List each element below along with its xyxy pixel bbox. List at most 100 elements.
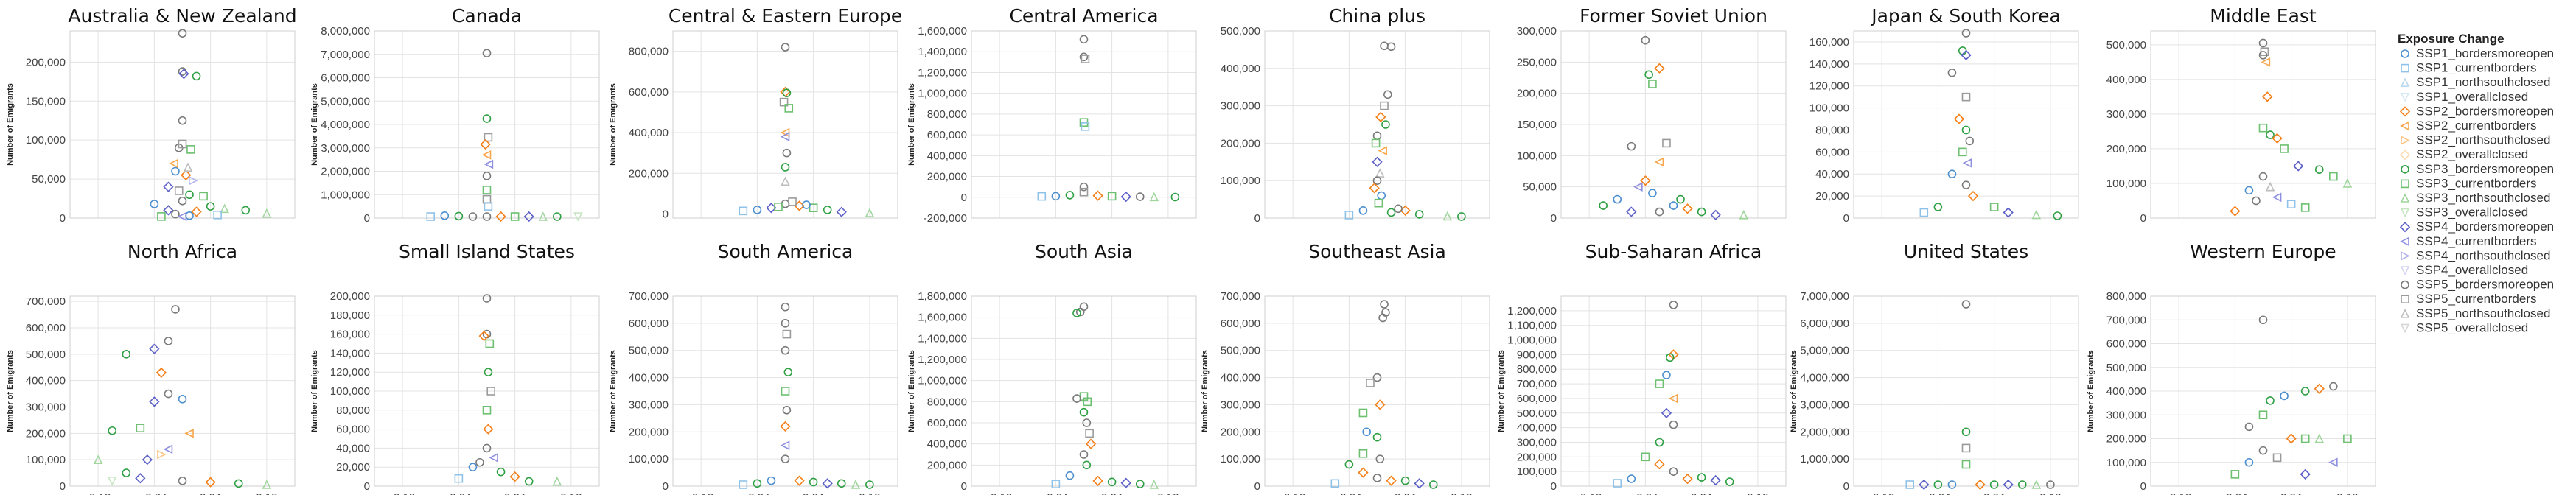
panel-title: South Asia <box>1035 241 1133 262</box>
data-point <box>1414 210 1424 219</box>
y-tick-label: 300,000 <box>629 399 669 411</box>
plot-frame <box>1853 295 2079 487</box>
data-point <box>1961 427 1971 437</box>
data-point <box>1072 309 1081 317</box>
data-point <box>206 202 215 211</box>
legend-item: SSP2_northsouthclosed <box>2401 133 2550 147</box>
y-tick-label: 400,000 <box>1517 422 1557 435</box>
data-point <box>1947 169 1957 179</box>
y-tick-label: 100,000 <box>330 385 370 398</box>
data-point <box>1965 136 1975 146</box>
data-point <box>1372 373 1382 382</box>
x-tick-label: 0.12 <box>2039 491 2061 495</box>
data-point <box>171 209 180 219</box>
y-axis-label: Number of Emigrants <box>6 350 15 432</box>
y-tick-label: 100,000 <box>2106 178 2146 190</box>
data-point <box>781 176 790 186</box>
y-tick-label: 100,000 <box>2106 457 2146 469</box>
data-point <box>178 394 187 404</box>
legend-label: SSP1_overallclosed <box>2416 90 2528 104</box>
panel-title: Small Island States <box>399 241 575 262</box>
legend-label: SSP4_bordersmoreopen <box>2416 220 2554 234</box>
data-point <box>1662 371 1671 379</box>
data-point <box>1400 476 1410 485</box>
data-point <box>1079 52 1089 62</box>
x-tick-label: 0.12 <box>256 491 277 495</box>
data-point <box>486 387 496 396</box>
data-point <box>178 69 189 80</box>
data-point <box>1075 307 1085 317</box>
data-point <box>782 88 792 98</box>
data-point <box>1961 180 1971 189</box>
data-point <box>1648 80 1657 88</box>
data-point <box>2017 480 2027 489</box>
data-point <box>1644 70 1653 80</box>
data-point <box>2314 165 2324 174</box>
data-point <box>1599 201 1608 210</box>
data-point <box>183 162 193 172</box>
legend-marker <box>2401 295 2409 304</box>
data-point <box>1627 474 1636 483</box>
y-tick-label: 600,000 <box>2106 338 2146 351</box>
y-tick-label: 300,000 <box>2106 409 2146 421</box>
y-tick-label: 200,000 <box>1517 88 1557 100</box>
y-tick-label: 1,100,000 <box>1507 320 1557 332</box>
plot-frame <box>2150 30 2376 219</box>
data-point <box>2272 192 2282 203</box>
panel: Australia & New Zealand 0 50,000 100,000 150… <box>6 5 297 225</box>
y-tick-label: 0 <box>1254 212 1260 225</box>
data-point <box>484 368 493 377</box>
y-tick-label: 400,000 <box>629 372 669 385</box>
data-point <box>1386 208 1396 217</box>
data-point <box>1149 480 1159 489</box>
data-point <box>1668 393 1678 404</box>
y-tick-label: 800,000 <box>2106 290 2146 303</box>
data-point <box>1170 192 1180 202</box>
panel-title: Former Soviet Union <box>1580 5 1767 27</box>
y-tick-label: 1,600,000 <box>918 312 967 324</box>
y-tick-label: 150,000 <box>26 95 66 108</box>
data-point <box>1676 194 1685 204</box>
legend-marker <box>2400 309 2410 318</box>
data-point <box>809 203 818 212</box>
data-point <box>1344 211 1354 220</box>
plot-frame <box>2150 295 2376 487</box>
data-point <box>178 29 187 38</box>
x-tick-label: 0.12 <box>1451 491 1472 495</box>
y-tick-label: 0 <box>1843 480 1849 493</box>
y-tick-label: 500,000 <box>1517 407 1557 420</box>
y-tick-label: 0 <box>364 212 370 225</box>
y-tick-label: 400,000 <box>2106 74 2146 86</box>
data-point <box>157 449 167 460</box>
data-point <box>1081 55 1090 63</box>
y-tick-label: 60,000 <box>1815 146 1849 158</box>
data-point <box>1372 156 1383 167</box>
data-point <box>788 197 797 206</box>
data-point <box>163 205 174 216</box>
data-point <box>485 339 495 348</box>
data-point <box>2272 453 2282 463</box>
data-point <box>1655 438 1664 447</box>
y-tick-label: 5,000,000 <box>321 95 370 108</box>
legend-item: SSP5_overallclosed <box>2400 320 2528 334</box>
points <box>2230 38 2353 217</box>
points <box>739 302 874 489</box>
data-point <box>1961 49 1972 61</box>
data-point <box>1330 479 1340 488</box>
data-point <box>480 138 491 150</box>
y-tick-label: 800,000 <box>927 396 967 408</box>
x-tick-label: 0.04 <box>1691 491 1712 495</box>
y-tick-label: 0 <box>961 192 967 204</box>
panel-title: Southeast Asia <box>1308 241 1446 262</box>
y-tick-label: 600,000 <box>1221 317 1260 330</box>
data-point <box>1051 192 1061 201</box>
y-tick-label: 700,000 <box>1221 290 1260 303</box>
y-tick-label: 1,600,000 <box>918 25 967 38</box>
y-tick-label: 400,000 <box>26 375 66 387</box>
legend-title: Exposure Change <box>2398 32 2505 46</box>
x-tick-label: 0.12 <box>2336 491 2358 495</box>
y-tick-label: 300,000 <box>1517 436 1557 449</box>
data-point <box>1081 122 1090 131</box>
y-tick-label: 400,000 <box>1221 63 1260 75</box>
data-point <box>553 212 562 221</box>
